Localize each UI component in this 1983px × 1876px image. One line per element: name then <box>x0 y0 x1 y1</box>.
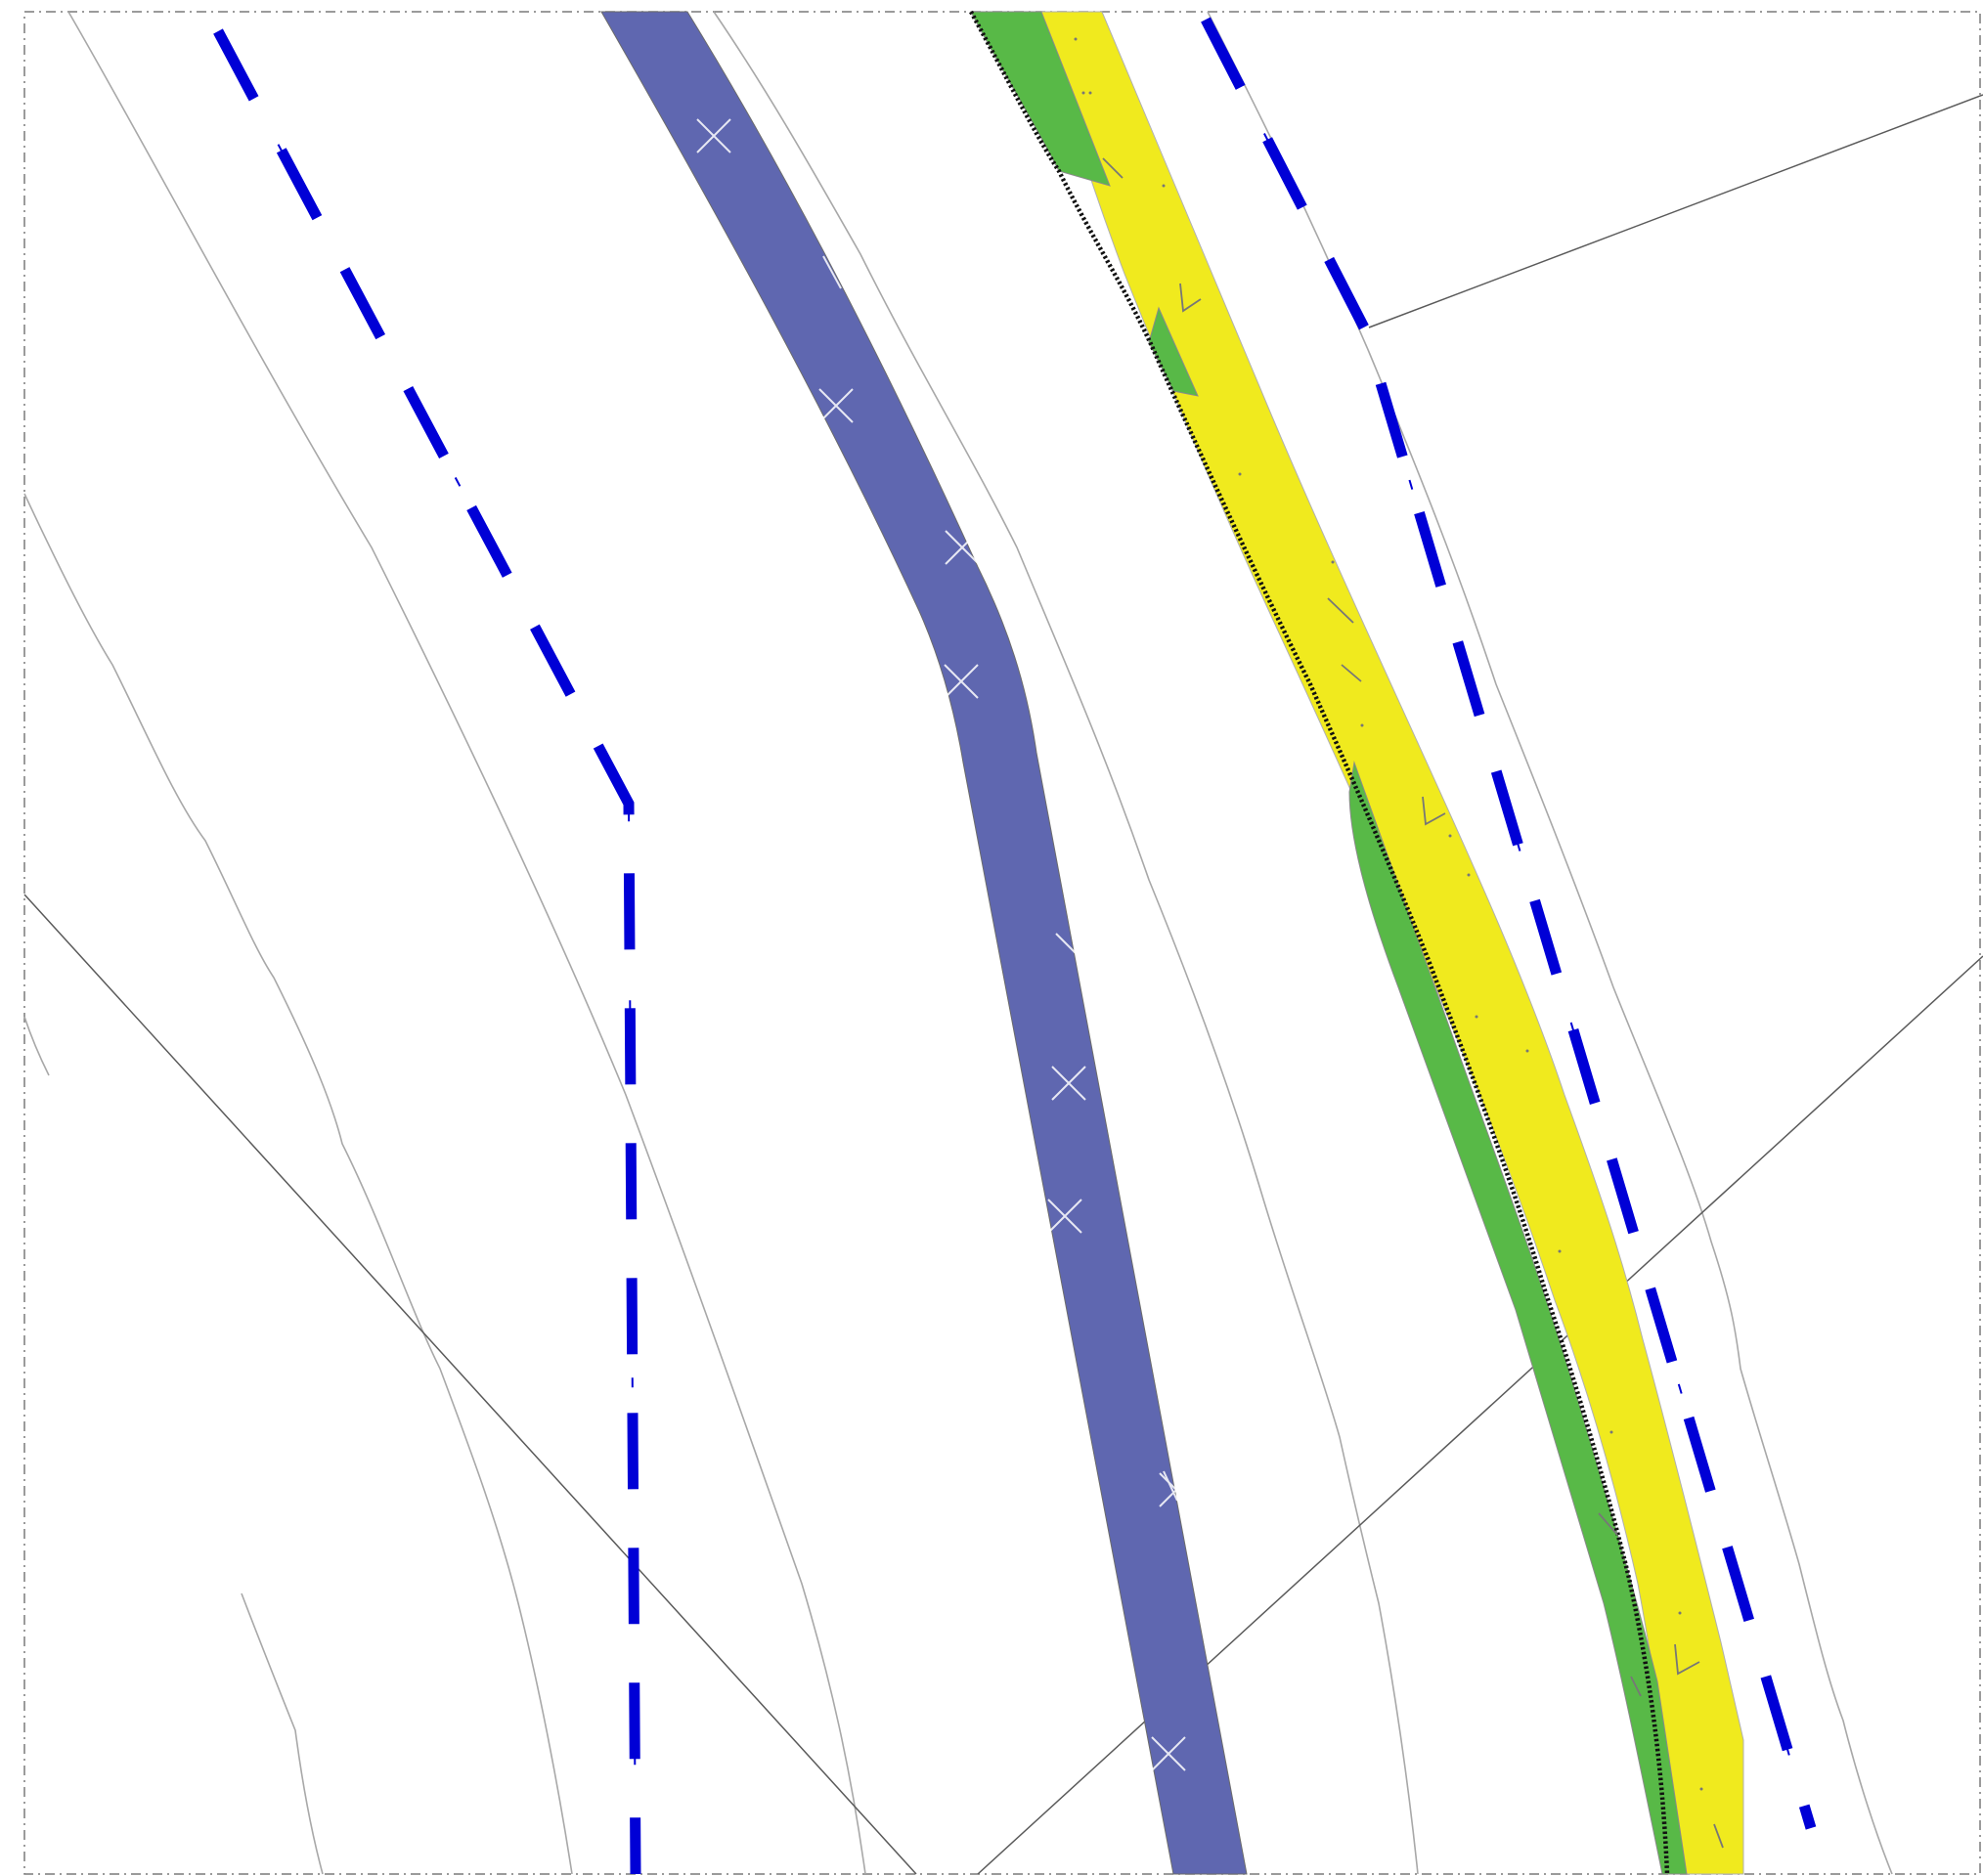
dot <box>1699 1787 1703 1791</box>
contour-line <box>23 493 573 1875</box>
contour-lines <box>23 11 1893 1875</box>
road-marker <box>822 255 842 289</box>
road-marker <box>1159 1472 1194 1507</box>
blue-dashdot-left <box>213 28 641 1875</box>
parcel-line <box>23 894 917 1875</box>
road-marker <box>818 388 854 423</box>
hatch-mark <box>1327 597 1354 624</box>
hatch-mark <box>1179 283 1202 313</box>
contour-line <box>67 11 866 1875</box>
road-band <box>600 11 1248 1875</box>
dot <box>1074 37 1078 41</box>
hatch-mark <box>1341 664 1362 682</box>
parcel-line <box>1368 94 1983 328</box>
dot <box>1558 1249 1562 1253</box>
black-dotted-edge <box>969 10 1670 1875</box>
dot <box>1467 873 1471 877</box>
dot <box>1448 834 1452 838</box>
contour-line <box>241 1592 324 1875</box>
contour-line <box>23 1016 50 1076</box>
dot <box>1609 1430 1613 1434</box>
dot <box>1081 91 1085 95</box>
green-strip <box>1348 762 1688 1875</box>
blue-dashdot-right-dots <box>1205 19 1812 1829</box>
road-marker <box>1051 1066 1086 1101</box>
dot <box>1475 1015 1478 1019</box>
hatch-mark <box>1674 1643 1700 1676</box>
contour-line <box>1207 11 1893 1875</box>
road-marker <box>1055 933 1082 960</box>
road-marker <box>1151 1736 1186 1771</box>
dot <box>1238 472 1242 476</box>
dot <box>1360 723 1364 727</box>
band-hatch <box>1102 157 1724 1849</box>
road-markers <box>696 118 1194 1771</box>
hatch-mark <box>1598 1512 1618 1536</box>
green-strips <box>970 11 1688 1875</box>
road-marker <box>944 664 979 699</box>
road-marker <box>1047 1199 1082 1234</box>
hatch-mark <box>1713 1823 1724 1849</box>
blue-dashdot-right <box>1201 17 1817 1830</box>
hatch-mark <box>1630 1676 1642 1697</box>
contour-line <box>713 11 1419 1875</box>
dot <box>1088 91 1092 95</box>
road-marker <box>696 118 731 153</box>
dot <box>1525 1049 1529 1053</box>
dot <box>1678 1611 1682 1615</box>
band-dots <box>1074 37 1703 1791</box>
hatch-mark <box>1422 796 1446 826</box>
road-marker <box>1163 1470 1178 1502</box>
dot <box>1162 184 1166 188</box>
dot <box>1331 560 1335 564</box>
road-marker <box>945 530 980 565</box>
blue-dashdot-left-dots <box>217 30 637 1875</box>
hatch-mark <box>1102 157 1124 179</box>
